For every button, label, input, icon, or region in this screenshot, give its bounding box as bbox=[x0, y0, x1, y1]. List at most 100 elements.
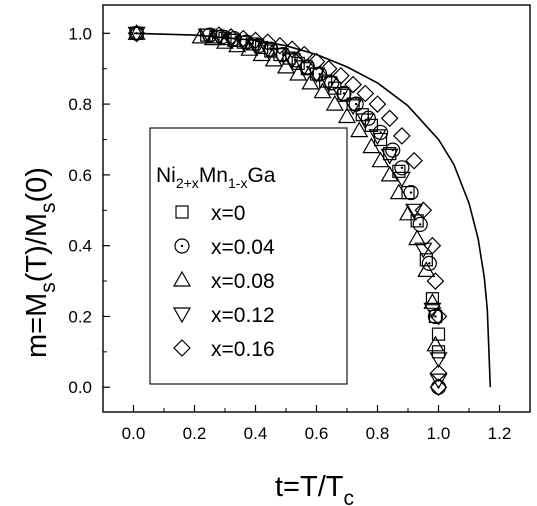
x-tick-label: 0.4 bbox=[244, 424, 268, 443]
point-diamond bbox=[393, 127, 411, 145]
point-triangle-up bbox=[276, 57, 296, 74]
point-triangle-up bbox=[380, 165, 399, 182]
point-diamond bbox=[429, 364, 448, 382]
legend-marker-circle bbox=[174, 238, 190, 254]
point-circle-dot bbox=[400, 166, 404, 169]
y-axis-title-s1: s bbox=[37, 282, 60, 293]
point-triangle-up bbox=[417, 261, 436, 277]
legend-label: x=0.04 bbox=[211, 236, 275, 259]
point-circle bbox=[403, 184, 419, 201]
point-circle-dot bbox=[367, 117, 370, 120]
y-axis-title-p2: (T)/M bbox=[21, 213, 53, 282]
point-triangle-up bbox=[325, 94, 344, 111]
point-triangle-up bbox=[313, 82, 332, 99]
point-triangle-down bbox=[405, 203, 424, 220]
point-triangle-down bbox=[197, 28, 216, 45]
y-axis-title: m=Ms(T)/Ms(0) bbox=[21, 167, 60, 358]
point-triangle-up bbox=[240, 39, 259, 56]
point-circle bbox=[394, 160, 410, 176]
point-triangle-down bbox=[270, 47, 289, 64]
point-circle-dot bbox=[419, 223, 422, 226]
point-triangle-down bbox=[429, 373, 448, 390]
legend-marker-triangle-up bbox=[172, 270, 192, 287]
point-diamond bbox=[246, 31, 265, 50]
point-triangle-up bbox=[289, 64, 308, 81]
point-circle bbox=[412, 216, 428, 233]
point-triangle-up bbox=[191, 27, 210, 44]
legend-label: x=0.12 bbox=[211, 304, 275, 327]
legend-title-ni: Ni bbox=[156, 164, 176, 187]
legend-label: x=0.08 bbox=[211, 270, 275, 293]
point-circle-dot bbox=[428, 262, 431, 265]
point-triangle-up bbox=[389, 183, 408, 200]
point-triangle-down bbox=[380, 148, 399, 165]
point-diamond bbox=[332, 66, 350, 85]
x-tick-label: 0.0 bbox=[122, 424, 146, 443]
point-square bbox=[428, 309, 443, 324]
legend-title-mn-sub: 1-x bbox=[228, 175, 247, 191]
point-diamond bbox=[423, 236, 442, 255]
point-triangle-down bbox=[344, 99, 363, 116]
point-triangle-up bbox=[362, 137, 381, 154]
point-diamond bbox=[380, 109, 399, 128]
x-tick-labels: 0.0 0.2 0.4 0.6 0.8 1.0 1.2 bbox=[122, 424, 512, 443]
legend-label: x=0.16 bbox=[211, 338, 275, 361]
legend-marker-triangle-down bbox=[172, 307, 192, 324]
point-triangle-up bbox=[426, 335, 445, 352]
point-square bbox=[431, 327, 446, 341]
legend-marker-circle-dot bbox=[180, 244, 184, 248]
point-triangle-down bbox=[429, 352, 448, 369]
y-tick-label: 0.0 bbox=[68, 378, 92, 397]
point-triangle-down bbox=[392, 171, 411, 188]
point-diamond bbox=[405, 151, 423, 170]
point-circle-dot bbox=[379, 131, 382, 134]
point-triangle-down bbox=[209, 30, 228, 47]
x-tick-label: 1.2 bbox=[488, 424, 512, 443]
legend-marker-square bbox=[175, 205, 189, 219]
point-triangle-up bbox=[371, 151, 390, 168]
point-circle-dot bbox=[434, 315, 437, 318]
y-tick-label: 0.2 bbox=[68, 307, 92, 326]
point-triangle-down bbox=[356, 113, 375, 130]
point-square bbox=[425, 292, 439, 306]
legend-title-mn: Mn bbox=[199, 164, 228, 187]
point-diamond bbox=[426, 272, 445, 290]
point-diamond bbox=[222, 28, 240, 46]
data-markers bbox=[127, 24, 448, 397]
point-diamond bbox=[210, 26, 228, 44]
point-circle-dot bbox=[232, 37, 236, 40]
y-tick-labels: 0.0 0.2 0.4 0.6 0.8 1.0 bbox=[68, 24, 92, 397]
y-tick-label: 0.8 bbox=[68, 95, 92, 114]
point-diamond bbox=[127, 24, 146, 43]
point-diamond bbox=[344, 75, 362, 94]
point-diamond bbox=[271, 36, 289, 55]
point-triangle-up bbox=[337, 107, 357, 124]
point-triangle-down bbox=[258, 42, 277, 59]
point-diamond bbox=[429, 378, 448, 397]
point-triangle-up bbox=[408, 229, 427, 246]
legend-marker-diamond bbox=[173, 339, 191, 357]
point-square bbox=[328, 81, 342, 95]
point-triangle-up bbox=[301, 73, 320, 90]
point-triangle-up bbox=[423, 293, 442, 309]
point-circle bbox=[360, 110, 376, 126]
theory-curve bbox=[133, 32, 492, 388]
point-circle bbox=[427, 308, 444, 325]
legend-title-ni-sub: 2+x bbox=[176, 175, 199, 191]
point-square bbox=[364, 118, 378, 132]
y-tick-label: 0.6 bbox=[68, 166, 92, 185]
point-triangle-up bbox=[203, 29, 222, 46]
point-square bbox=[431, 345, 446, 359]
x-axis-title: t=T/Tc bbox=[275, 471, 354, 506]
point-circle bbox=[430, 379, 447, 395]
x-tick-label: 1.0 bbox=[427, 424, 451, 443]
x-tick-label: 0.6 bbox=[305, 424, 329, 443]
point-square bbox=[410, 214, 424, 228]
point-diamond bbox=[368, 95, 387, 113]
point-diamond bbox=[295, 45, 314, 64]
point-diamond bbox=[307, 52, 326, 71]
point-circle-dot bbox=[135, 32, 138, 35]
point-diamond bbox=[258, 33, 277, 52]
y-axis-title-p3: (0) bbox=[21, 167, 53, 202]
